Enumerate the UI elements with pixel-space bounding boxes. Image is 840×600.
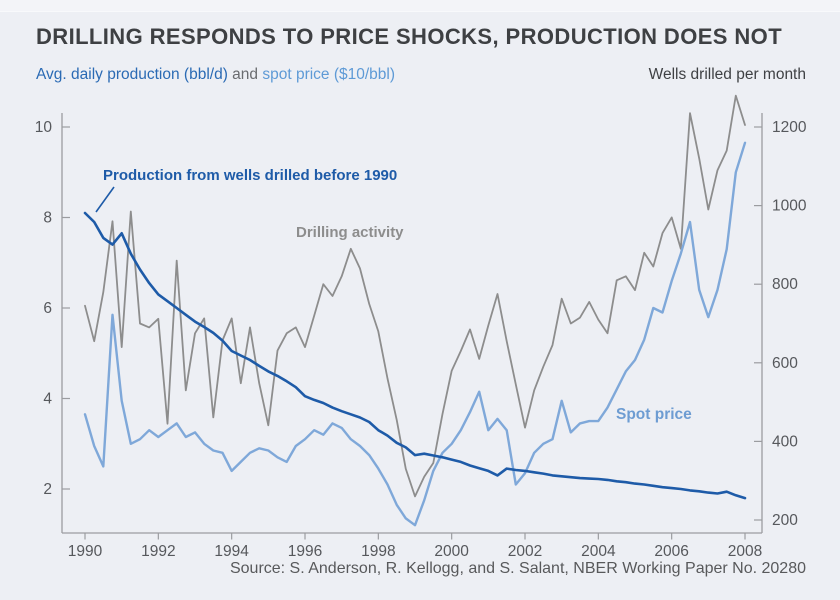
x-tick-label: 2004 [581, 543, 616, 560]
x-tick-label: 2002 [508, 543, 542, 560]
left-axis-caption: Avg. daily production (bbl/d) and spot p… [36, 66, 395, 84]
left-axis-caption-spot: spot price ($10/bbl) [262, 66, 396, 83]
source-credit: Source: S. Anderson, R. Kellogg, and S. … [229, 560, 806, 577]
axis-caption-row: Avg. daily production (bbl/d) and spot p… [36, 66, 806, 84]
right-tick-label: 200 [772, 512, 798, 529]
right-axis-caption: Wells drilled per month [648, 66, 806, 83]
x-tick-label: 1996 [288, 543, 322, 560]
x-tick-label: 1998 [361, 543, 395, 560]
x-tick-label: 2008 [728, 543, 762, 560]
x-tick-label: 2000 [434, 543, 469, 560]
left-tick-label: 2 [43, 481, 52, 498]
drilling-activity-line [84, 94, 746, 498]
top-border [0, 0, 840, 12]
production-line [83, 211, 747, 500]
spot-price-line [83, 141, 747, 527]
production-label-pointer-line [95, 186, 115, 213]
spot-price-series-label: Spot price [616, 406, 692, 423]
right-tick-label: 1200 [772, 119, 807, 136]
x-tick-label: 1990 [68, 543, 103, 560]
right-tick-label: 400 [772, 433, 798, 450]
production-series-label: Production from wells drilled before 199… [103, 167, 398, 184]
right-tick-label: 800 [772, 276, 798, 293]
left-tick-label: 8 [43, 210, 52, 227]
left-tick-label: 10 [35, 119, 53, 136]
drilling-series-label: Drilling activity [296, 224, 404, 241]
x-tick-label: 2006 [654, 543, 688, 560]
left-axis-caption-and: and [227, 66, 263, 83]
left-tick-label: 6 [43, 300, 52, 317]
right-tick-label: 600 [772, 355, 798, 372]
left-axis-caption-production: Avg. daily production (bbl/d) [36, 66, 228, 83]
chart-title: DRILLING RESPONDS TO PRICE SHOCKS, PRODU… [36, 24, 783, 49]
x-tick-label: 1992 [141, 543, 175, 560]
left-tick-label: 4 [43, 391, 52, 408]
right-tick-label: 1000 [772, 198, 807, 215]
x-tick-label: 1994 [214, 543, 249, 560]
